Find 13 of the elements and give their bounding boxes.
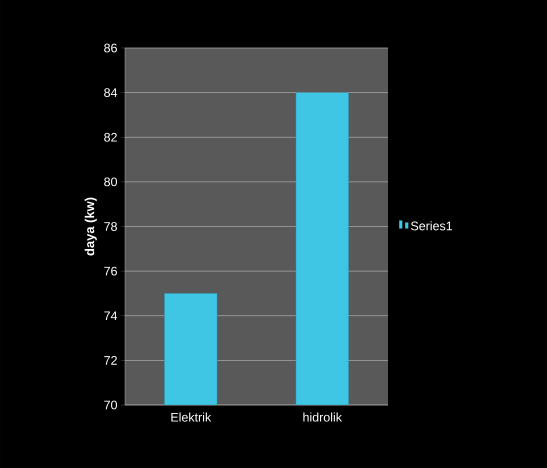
y-tick-label: 72	[104, 356, 117, 365]
y-tick-label: 82	[104, 132, 117, 142]
y-tick-label: 86	[104, 44, 117, 52]
x-tick-label: hidrolik	[303, 412, 342, 422]
y-tick-label: 84	[104, 88, 118, 98]
y-tick-label: 74	[104, 311, 118, 320]
y-tick-label: 80	[104, 177, 117, 186]
legend-label: Series1	[411, 221, 452, 230]
y-tick-label: 70	[104, 400, 117, 410]
y-tick-label: 78	[104, 222, 117, 231]
y-tick-label: 76	[104, 266, 117, 276]
x-tick-label: Elektrik	[171, 412, 212, 422]
y-axis-title: daya (kw)	[84, 198, 97, 256]
